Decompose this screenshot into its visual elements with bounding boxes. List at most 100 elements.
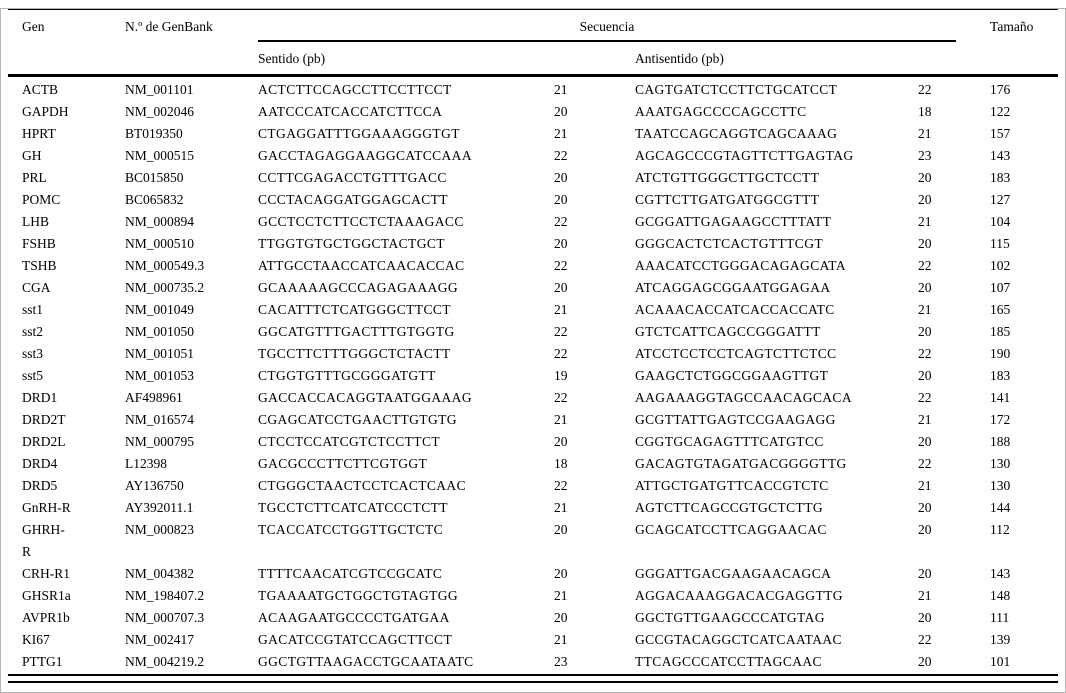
cell-gen: sst3 [22, 346, 44, 361]
cell-sentido-pb: 23 [554, 654, 568, 669]
cell-antisentido-pb: 18 [918, 104, 932, 119]
cell-antisentido-pb: 20 [918, 192, 932, 207]
table-row: AVPR1b NM_000707.3 ACAAGAATGCCCCTGATGAA … [8, 607, 1058, 629]
cell-gen: AVPR1b [22, 610, 70, 625]
cell-genbank: BC015850 [125, 170, 184, 185]
cell-gen: GHRH- R [22, 522, 65, 559]
cell-gen: sst2 [22, 324, 44, 339]
table-row: GH NM_000515 GACCTAGAGGAAGGCATCCAAA 22 A… [8, 145, 1058, 167]
cell-sentido-seq: CTGAGGATTTGGAAAGGGTGT [258, 126, 460, 141]
cell-genbank: AF498961 [125, 390, 183, 405]
cell-tamano: 144 [990, 500, 1011, 515]
cell-antisentido-pb: 22 [918, 258, 932, 273]
cell-sentido-pb: 21 [554, 632, 568, 647]
cell-genbank: NM_004219.2 [125, 654, 205, 669]
col-header-gen: Gen [22, 19, 45, 34]
cell-sentido-seq: TTGGTGTGCTGGCTACTGCT [258, 236, 445, 251]
cell-sentido-pb: 20 [554, 236, 568, 251]
cell-sentido-seq: CTCCTCCATCGTCTCCTTCT [258, 434, 441, 449]
cell-genbank: NM_001101 [125, 82, 194, 97]
col-header-tamano: Tamaño [990, 19, 1034, 34]
cell-tamano: 130 [990, 456, 1011, 471]
cell-tamano: 172 [990, 412, 1011, 427]
cell-antisentido-seq: CAGTGATCTCCTTCTGCATCCT [635, 82, 838, 97]
table-row: LHB NM_000894 GCCTCCTCTTCCTCTAAAGACC 22 … [8, 211, 1058, 233]
cell-gen: DRD2L [22, 434, 66, 449]
cell-sentido-pb: 20 [554, 566, 568, 581]
cell-sentido-pb: 19 [554, 368, 568, 383]
cell-antisentido-pb: 20 [918, 610, 932, 625]
table-row: HPRT BT019350 CTGAGGATTTGGAAAGGGTGT 21 T… [8, 123, 1058, 145]
cell-sentido-pb: 21 [554, 588, 568, 603]
cell-sentido-pb: 18 [554, 456, 568, 471]
cell-sentido-seq: GCCTCCTCTTCCTCTAAAGACC [258, 214, 464, 229]
cell-sentido-seq: TTTTCAACATCGTCCGCATC [258, 566, 443, 581]
cell-antisentido-seq: GCCGTACAGGCTCATCAATAAC [635, 632, 842, 647]
cell-antisentido-pb: 23 [918, 148, 932, 163]
cell-sentido-seq: TGCCTTCTTTGGGCTCTACTT [258, 346, 451, 361]
table-row: GAPDH NM_002046 AATCCCATCACCATCTTCCA 20 … [8, 101, 1058, 123]
table-row: ACTB NM_001101 ACTCTTCCAGCCTTCCTTCCT 21 … [8, 76, 1058, 102]
cell-antisentido-pb: 21 [918, 126, 932, 141]
table-row: DRD2L NM_000795 CTCCTCCATCGTCTCCTTCT 20 … [8, 431, 1058, 453]
table-row: DRD1 AF498961 GACCACCACAGGTAATGGAAAG 22 … [8, 387, 1058, 409]
cell-antisentido-pb: 21 [918, 412, 932, 427]
cell-tamano: 176 [990, 82, 1011, 97]
cell-tamano: 183 [990, 368, 1011, 383]
cell-genbank: NM_001051 [125, 346, 195, 361]
cell-gen: POMC [22, 192, 61, 207]
table-row: sst1 NM_001049 CACATTTCTCATGGGCTTCCT 21 … [8, 299, 1058, 321]
table-row: CRH-R1 NM_004382 TTTTCAACATCGTCCGCATC 20… [8, 563, 1058, 585]
cell-antisentido-pb: 20 [918, 368, 932, 383]
cell-sentido-pb: 20 [554, 610, 568, 625]
cell-sentido-seq: TGCCTCTTCATCATCCCTCTT [258, 500, 448, 515]
cell-genbank: NM_000515 [125, 148, 195, 163]
cell-tamano: 111 [990, 610, 1010, 625]
cell-gen: DRD2T [22, 412, 66, 427]
cell-sentido-pb: 20 [554, 522, 568, 537]
cell-genbank: BT019350 [125, 126, 183, 141]
cell-antisentido-seq: AGCAGCCCGTAGTTCTTGAGTAG [635, 148, 854, 163]
cell-genbank: NM_001053 [125, 368, 195, 383]
table-row: TSHB NM_000549.3 ATTGCCTAACCATCAACACCAC … [8, 255, 1058, 277]
table-row: FSHB NM_000510 TTGGTGTGCTGGCTACTGCT 20 G… [8, 233, 1058, 255]
cell-antisentido-pb: 20 [918, 500, 932, 515]
cell-tamano: 185 [990, 324, 1011, 339]
cell-antisentido-pb: 21 [918, 478, 932, 493]
cell-antisentido-seq: GCGGATTGAGAAGCCTTTATT [635, 214, 832, 229]
cell-tamano: 148 [990, 588, 1011, 603]
cell-tamano: 130 [990, 478, 1011, 493]
cell-sentido-seq: ACTCTTCCAGCCTTCCTTCCT [258, 82, 452, 97]
cell-sentido-pb: 22 [554, 258, 568, 273]
col-header-sentido: Sentido (pb) [258, 51, 326, 66]
table-row: sst2 NM_001050 GGCATGTTTGACTTTGTGGTG 22 … [8, 321, 1058, 343]
cell-gen: GHSR1a [22, 588, 71, 603]
header-row-sub: Sentido (pb) Antisentido (pb) [8, 42, 1058, 76]
table-header: Gen N.º de GenBank Secuencia Tamaño Sent… [8, 9, 1059, 76]
cell-antisentido-seq: GCAGCATCCTTCAGGAACAC [635, 522, 827, 537]
cell-genbank: AY136750 [125, 478, 184, 493]
cell-sentido-pb: 20 [554, 170, 568, 185]
cell-genbank: NM_000707.3 [125, 610, 205, 625]
table-row: GHSR1a NM_198407.2 TGAAAATGCTGGCTGTAGTGG… [8, 585, 1058, 607]
cell-sentido-pb: 20 [554, 280, 568, 295]
cell-gen: PRL [22, 170, 47, 185]
cell-tamano: 107 [990, 280, 1011, 295]
cell-genbank: NM_016574 [125, 412, 195, 427]
cell-gen: KI67 [22, 632, 50, 647]
cell-sentido-pb: 21 [554, 126, 568, 141]
cell-genbank: BC065832 [125, 192, 184, 207]
cell-tamano: 190 [990, 346, 1011, 361]
table-bottom-rule [8, 681, 1058, 683]
cell-tamano: 122 [990, 104, 1011, 119]
cell-sentido-seq: GACCACCACAGGTAATGGAAAG [258, 390, 472, 405]
cell-tamano: 102 [990, 258, 1011, 273]
cell-genbank: NM_002417 [125, 632, 195, 647]
cell-antisentido-seq: GGGCACTCTCACTGTTTCGT [635, 236, 823, 251]
cell-sentido-pb: 22 [554, 148, 568, 163]
table-row: DRD5 AY136750 CTGGGCTAACTCCTCACTCAAC 22 … [8, 475, 1058, 497]
cell-antisentido-seq: AAATGAGCCCCAGCCTTC [635, 104, 807, 119]
cell-antisentido-pb: 22 [918, 456, 932, 471]
cell-antisentido-pb: 21 [918, 302, 932, 317]
cell-sentido-seq: GACGCCCTTCTTCGTGGT [258, 456, 428, 471]
